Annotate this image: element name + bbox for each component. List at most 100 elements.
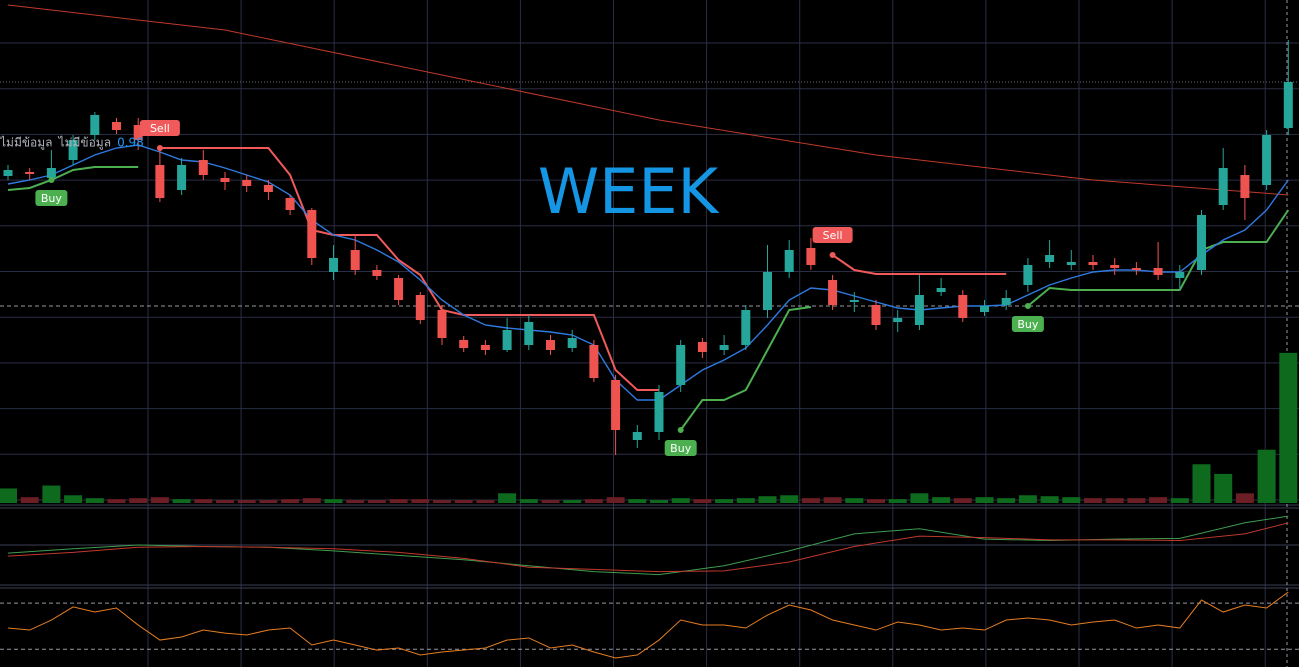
candle-body — [285, 198, 295, 210]
candle-body — [697, 342, 707, 352]
volume-bar — [85, 498, 104, 503]
candle-body — [524, 322, 534, 345]
candle-body — [1045, 255, 1055, 262]
ma-line — [7, 144, 1289, 401]
signal-label: Buy — [670, 442, 692, 455]
signal-label: Buy — [41, 192, 63, 205]
signal-badge — [664, 440, 697, 456]
signal-label: Sell — [823, 229, 843, 242]
volume-bar — [953, 498, 972, 503]
volume-bar — [346, 500, 365, 503]
volume-bar — [1257, 449, 1276, 503]
candle-body — [459, 340, 469, 348]
candle-body — [480, 345, 490, 350]
volume-bar — [780, 495, 799, 503]
candle-body — [936, 288, 946, 292]
trend-lower-line — [7, 166, 1290, 431]
candle-body — [980, 306, 989, 312]
volume-bar — [736, 498, 755, 503]
volume-bar — [1170, 498, 1189, 503]
volume-bar — [1279, 352, 1298, 503]
volume-bar — [281, 499, 300, 503]
signal-badge — [139, 120, 180, 136]
signal-label: Sell — [150, 122, 170, 135]
volume-bar — [1018, 495, 1037, 503]
volume-bar — [563, 500, 582, 503]
rsi-line — [7, 591, 1289, 659]
volume-bar — [454, 500, 473, 503]
volume-bar — [0, 488, 17, 503]
volume-bar — [1105, 498, 1124, 503]
candle-body — [242, 180, 252, 186]
chart-title: WEEK — [538, 155, 720, 228]
candle-body — [763, 272, 772, 310]
volume-bar — [1084, 498, 1102, 503]
candle-body — [741, 310, 751, 345]
candle-body — [1001, 298, 1011, 305]
volume-bar — [606, 497, 625, 503]
candle-body — [46, 168, 56, 178]
candle-body — [546, 340, 555, 350]
candle-body — [567, 338, 577, 348]
oscillator-line — [7, 522, 1289, 573]
candle-body — [1262, 135, 1272, 185]
candle-body — [1088, 262, 1098, 265]
signal-badge — [35, 190, 68, 206]
candle-body — [589, 345, 599, 378]
candle-body — [828, 280, 838, 305]
candle-body — [654, 392, 664, 432]
volume-bar — [801, 498, 820, 503]
candle-body — [68, 140, 78, 160]
volume-bar — [823, 497, 842, 503]
volume-bar — [1062, 497, 1081, 503]
volume-bar — [1192, 464, 1211, 503]
candle-body — [914, 295, 924, 325]
candle-body — [263, 185, 273, 192]
candle-body — [719, 345, 729, 350]
signal-label: Buy — [1017, 318, 1039, 331]
volume-bar — [1214, 473, 1233, 503]
candle-body — [350, 250, 360, 270]
status-text: ไม่มีข้อมูล — [58, 136, 112, 151]
candle-body — [307, 210, 317, 258]
volume-bar — [194, 499, 213, 503]
candle-body — [1110, 265, 1120, 268]
candle-body — [1283, 82, 1293, 128]
volume-bar — [1040, 496, 1059, 503]
volume-bar — [1127, 498, 1146, 503]
candle-body — [632, 432, 642, 440]
candle-body — [1023, 265, 1033, 285]
volume-bar — [64, 495, 83, 503]
volume-bar — [216, 500, 234, 503]
candle-body — [676, 345, 686, 385]
volume-bar — [20, 497, 39, 503]
candle-body — [871, 305, 881, 325]
volume-bar — [693, 499, 712, 503]
volume-bar — [1149, 497, 1168, 503]
candle-body — [198, 160, 208, 175]
signal-dot — [156, 145, 163, 151]
candle-body — [372, 270, 382, 276]
candle-body — [1066, 262, 1076, 265]
volume-bar — [715, 499, 734, 503]
candle-body — [25, 172, 35, 174]
volume-bar — [389, 499, 408, 503]
status-text: ไม่มีข้อมูล — [0, 136, 53, 151]
signal-dot — [677, 427, 684, 433]
volume-bar — [411, 499, 430, 503]
volume-bar — [172, 499, 191, 503]
volume-bar — [628, 499, 647, 503]
candle-body — [1218, 168, 1228, 205]
volume-bar — [324, 499, 343, 503]
candle-body — [1197, 215, 1206, 270]
candle-body — [806, 248, 816, 265]
volume-bar — [259, 500, 278, 503]
candle-body — [177, 165, 187, 190]
volume-bar — [129, 498, 148, 503]
trend-upper-line — [159, 147, 1007, 391]
candle-body — [133, 125, 143, 140]
